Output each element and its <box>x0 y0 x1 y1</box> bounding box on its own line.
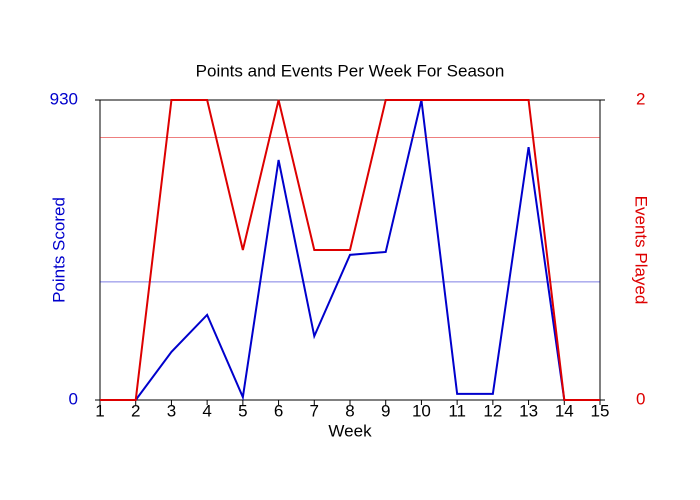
x-tick-label: 11 <box>448 401 466 420</box>
x-tick-label: 9 <box>381 401 390 420</box>
x-tick-label: 13 <box>519 401 538 420</box>
x-tick-label: 15 <box>591 401 610 420</box>
y-tick-label: 930 <box>50 89 78 108</box>
x-tick-label: 7 <box>310 401 319 420</box>
data-line <box>100 99 600 401</box>
data-line <box>100 99 600 401</box>
y-axis-label: Points Scored <box>49 197 68 303</box>
x-tick-label: 14 <box>555 401 574 420</box>
x-axis-label: Week <box>328 421 372 440</box>
y2-axis-label: Events Played <box>632 196 651 305</box>
x-tick-label: 1 <box>95 401 104 420</box>
x-tick-label: 8 <box>345 401 354 420</box>
y2-tick-label: 0 <box>636 389 645 408</box>
x-tick-label: 5 <box>238 401 247 420</box>
x-tick-label: 10 <box>412 401 431 420</box>
chart-title: Points and Events Per Week For Season <box>196 61 505 80</box>
x-tick-label: 4 <box>202 401 211 420</box>
x-tick-label: 12 <box>483 401 502 420</box>
x-tick-label: 3 <box>167 401 176 420</box>
x-tick-label: 6 <box>274 401 283 420</box>
y2-tick-label: 2 <box>636 89 645 108</box>
x-tick-label: 2 <box>131 401 140 420</box>
y-tick-label: 0 <box>69 389 78 408</box>
